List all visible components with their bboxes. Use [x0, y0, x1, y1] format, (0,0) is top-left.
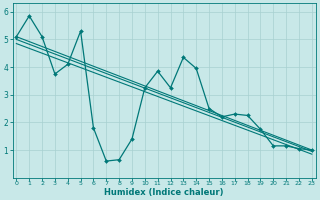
X-axis label: Humidex (Indice chaleur): Humidex (Indice chaleur) — [104, 188, 224, 197]
